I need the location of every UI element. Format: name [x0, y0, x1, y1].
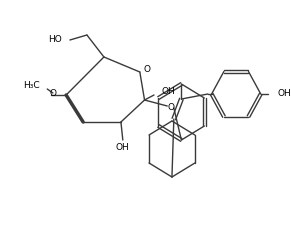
- Text: H₃C: H₃C: [23, 81, 40, 89]
- Text: OH: OH: [278, 89, 291, 99]
- Text: OH: OH: [162, 87, 175, 96]
- Text: O: O: [168, 104, 175, 113]
- Text: O: O: [143, 66, 151, 74]
- Text: HO: HO: [49, 35, 62, 44]
- Text: O: O: [49, 89, 56, 98]
- Text: OH: OH: [116, 143, 130, 153]
